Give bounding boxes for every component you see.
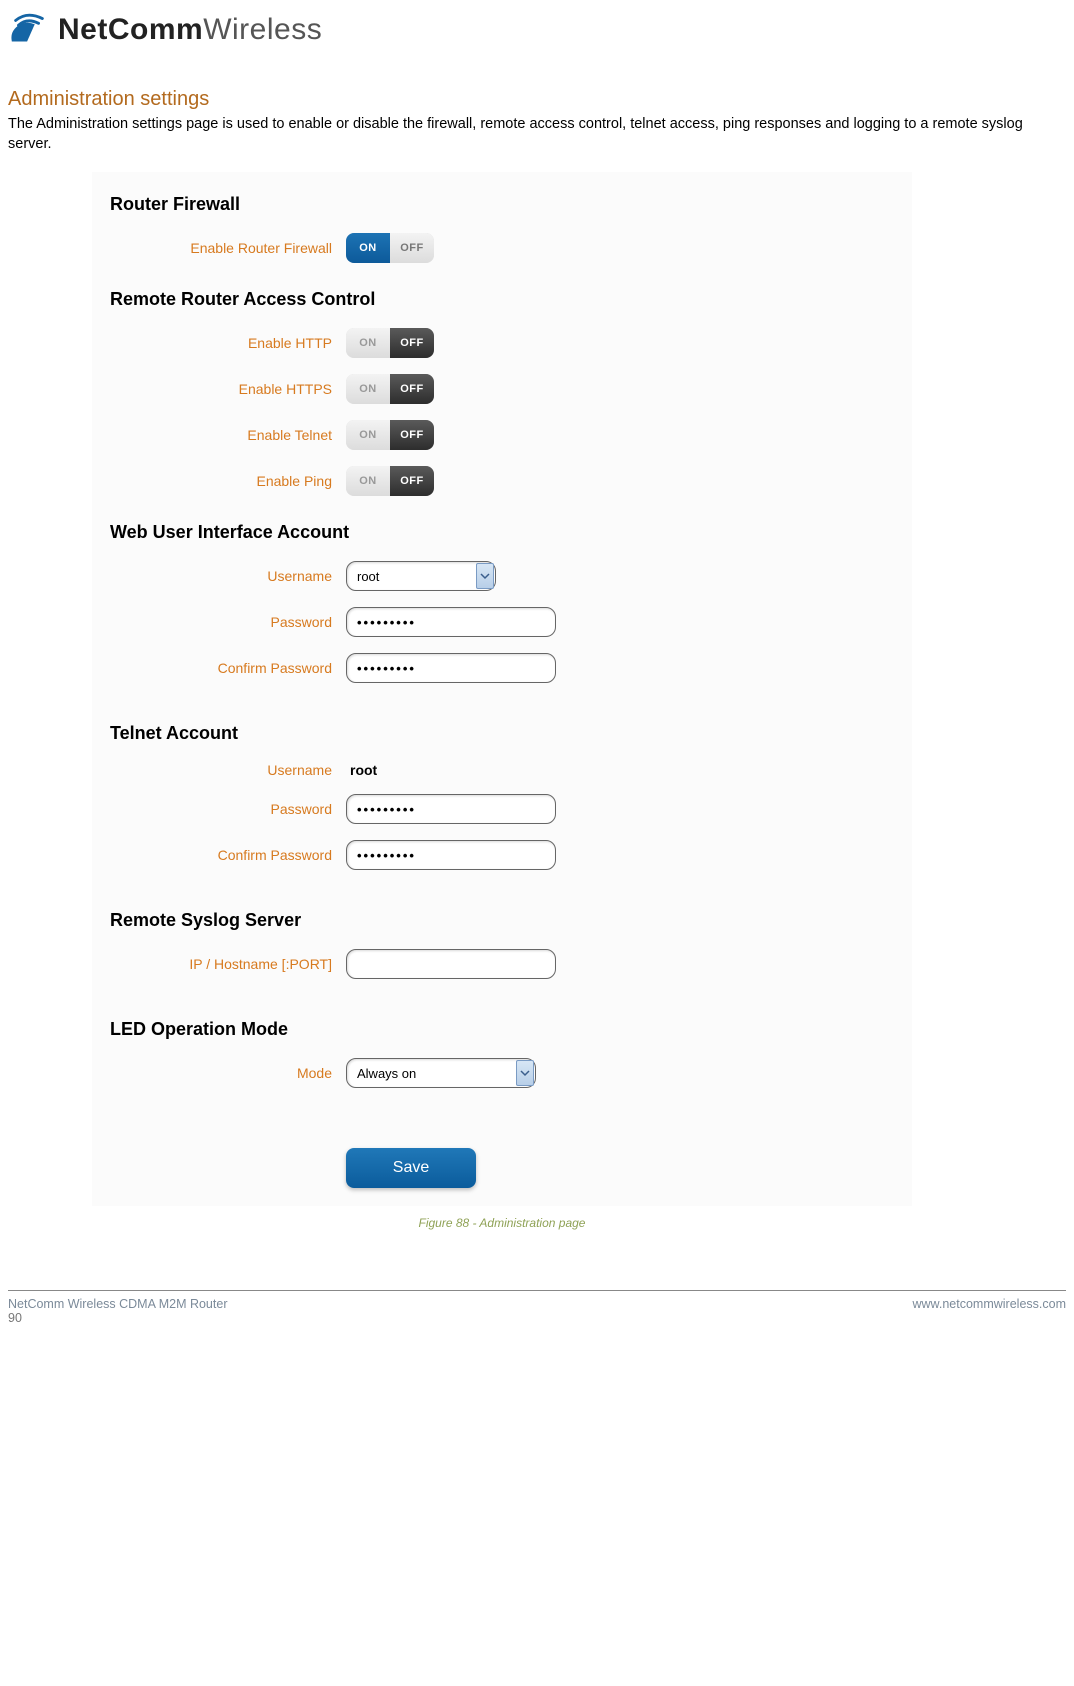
row-enable-firewall: Enable Router Firewall ON OFF bbox=[110, 233, 894, 263]
webui-password-input[interactable] bbox=[346, 607, 556, 637]
label-username: Username bbox=[110, 762, 346, 778]
brand-text: NetCommWireless bbox=[58, 13, 322, 47]
logo-block: NetCommWireless bbox=[8, 12, 1066, 48]
label-enable-https: Enable HTTPS bbox=[110, 381, 346, 397]
toggle-telnet[interactable]: ON OFF bbox=[346, 420, 434, 450]
label-enable-ping: Enable Ping bbox=[110, 473, 346, 489]
label-enable-firewall: Enable Router Firewall bbox=[110, 240, 346, 256]
intro-paragraph: The Administration settings page is used… bbox=[8, 115, 1066, 154]
label-mode: Mode bbox=[110, 1065, 346, 1081]
syslog-host-input[interactable] bbox=[346, 949, 556, 979]
heading-remote: Remote Router Access Control bbox=[110, 289, 894, 310]
toggle-off-label: OFF bbox=[390, 466, 434, 496]
heading-syslog: Remote Syslog Server bbox=[110, 910, 894, 931]
toggle-off-label: OFF bbox=[390, 233, 434, 263]
section-title: Administration settings bbox=[8, 88, 1066, 111]
toggle-on-label: ON bbox=[346, 466, 390, 496]
row-telnet-password: Password bbox=[110, 794, 894, 824]
label-enable-telnet: Enable Telnet bbox=[110, 427, 346, 443]
toggle-off-label: OFF bbox=[390, 328, 434, 358]
label-password: Password bbox=[110, 614, 346, 630]
row-telnet-username: Username root bbox=[110, 762, 894, 778]
led-mode-select[interactable] bbox=[346, 1058, 536, 1088]
admin-screenshot-panel: Router Firewall Enable Router Firewall O… bbox=[92, 172, 912, 1206]
wifi-logo-icon bbox=[8, 12, 50, 48]
page-footer: NetComm Wireless CDMA M2M Router 90 www.… bbox=[8, 1290, 1066, 1343]
toggle-http[interactable]: ON OFF bbox=[346, 328, 434, 358]
heading-telnet-account: Telnet Account bbox=[110, 723, 894, 744]
heading-led: LED Operation Mode bbox=[110, 1019, 894, 1040]
telnet-confirm-input[interactable] bbox=[346, 840, 556, 870]
row-enable-https: Enable HTTPS ON OFF bbox=[110, 374, 894, 404]
toggle-ping[interactable]: ON OFF bbox=[346, 466, 434, 496]
label-password: Password bbox=[110, 801, 346, 817]
toggle-https[interactable]: ON OFF bbox=[346, 374, 434, 404]
webui-username-select-wrap bbox=[346, 561, 496, 591]
led-mode-select-wrap bbox=[346, 1058, 536, 1088]
row-led-mode: Mode bbox=[110, 1058, 894, 1088]
row-enable-ping: Enable Ping ON OFF bbox=[110, 466, 894, 496]
toggle-on-label: ON bbox=[346, 328, 390, 358]
webui-username-select[interactable] bbox=[346, 561, 496, 591]
label-enable-http: Enable HTTP bbox=[110, 335, 346, 351]
footer-left: NetComm Wireless CDMA M2M Router 90 bbox=[8, 1297, 227, 1325]
toggle-off-label: OFF bbox=[390, 374, 434, 404]
footer-url: www.netcommwireless.com bbox=[912, 1297, 1066, 1311]
row-enable-http: Enable HTTP ON OFF bbox=[110, 328, 894, 358]
footer-page-number: 90 bbox=[8, 1311, 227, 1325]
toggle-on-label: ON bbox=[346, 233, 390, 263]
brand-light: Wireless bbox=[203, 13, 322, 46]
save-button[interactable]: Save bbox=[346, 1148, 476, 1188]
heading-firewall: Router Firewall bbox=[110, 194, 894, 215]
row-webui-confirm: Confirm Password bbox=[110, 653, 894, 683]
brand-bold: NetComm bbox=[58, 13, 203, 46]
label-username: Username bbox=[110, 568, 346, 584]
row-webui-username: Username bbox=[110, 561, 894, 591]
row-webui-password: Password bbox=[110, 607, 894, 637]
page: NetCommWireless Administration settings … bbox=[0, 0, 1074, 1230]
telnet-username-value: root bbox=[346, 762, 377, 778]
footer-product: NetComm Wireless CDMA M2M Router bbox=[8, 1297, 227, 1311]
row-syslog-host: IP / Hostname [:PORT] bbox=[110, 949, 894, 979]
toggle-firewall[interactable]: ON OFF bbox=[346, 233, 434, 263]
save-row: Save bbox=[110, 1148, 894, 1188]
row-telnet-confirm: Confirm Password bbox=[110, 840, 894, 870]
label-confirm: Confirm Password bbox=[110, 660, 346, 676]
telnet-password-input[interactable] bbox=[346, 794, 556, 824]
figure-caption: Figure 88 - Administration page bbox=[92, 1216, 912, 1230]
label-syslog-host: IP / Hostname [:PORT] bbox=[110, 956, 346, 972]
toggle-off-label: OFF bbox=[390, 420, 434, 450]
toggle-on-label: ON bbox=[346, 374, 390, 404]
webui-confirm-input[interactable] bbox=[346, 653, 556, 683]
label-confirm: Confirm Password bbox=[110, 847, 346, 863]
heading-webui: Web User Interface Account bbox=[110, 522, 894, 543]
toggle-on-label: ON bbox=[346, 420, 390, 450]
row-enable-telnet: Enable Telnet ON OFF bbox=[110, 420, 894, 450]
